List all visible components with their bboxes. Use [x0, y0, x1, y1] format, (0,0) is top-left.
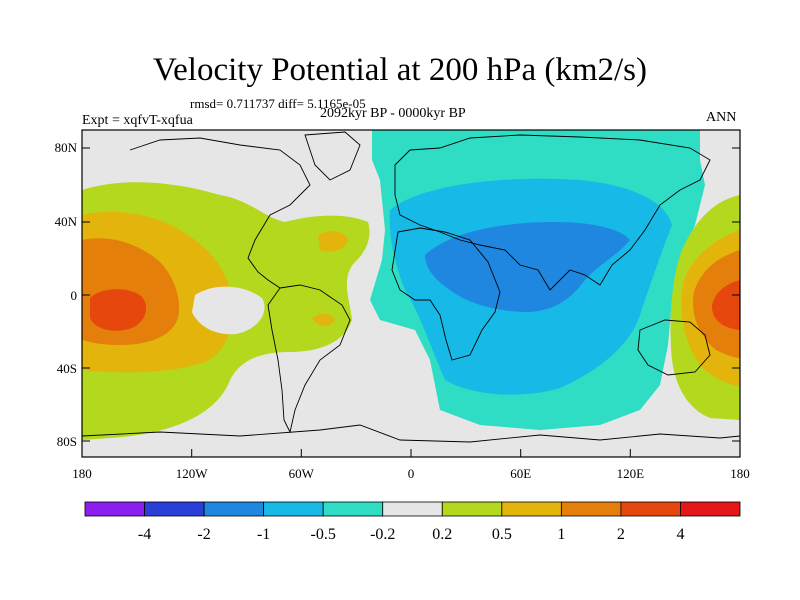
colorbar-swatch	[322, 501, 384, 517]
season-label: ANN	[706, 110, 737, 125]
lat-tick-label: 40S	[57, 361, 77, 376]
colorbar-swatch	[501, 501, 562, 517]
lat-tick-label: 80N	[55, 140, 78, 155]
lon-tick-label: 120E	[617, 466, 645, 481]
colorbar-label: 4	[676, 526, 684, 543]
colorbar-labels: -4 -2 -1 -0.5 -0.2 0.2 0.5 1 2 4	[138, 526, 685, 543]
colorbar-label: 2	[617, 526, 625, 543]
coastlines	[82, 131, 740, 443]
experiment-label: Expt = xqfvT-xqfua	[82, 113, 193, 128]
colorbar	[84, 501, 741, 517]
colorbar-label: 0.2	[432, 526, 452, 543]
colorbar-swatch	[144, 501, 205, 517]
lon-tick-label: 120W	[176, 466, 209, 481]
lat-tick-labels: 80N 40N 0 40S 80S	[55, 140, 78, 449]
colorbar-label: 1	[557, 526, 565, 543]
colorbar-swatch	[680, 501, 741, 517]
colorbar-label: 0.5	[492, 526, 512, 543]
lon-tick-marks	[81, 449, 741, 457]
map-title: Velocity Potential at 200 hPa (km2/s)	[152, 52, 648, 88]
lon-tick-label: 180	[730, 466, 750, 481]
colorbar-swatch	[382, 501, 443, 517]
africa-coast	[391, 227, 501, 361]
lat-tick-label: 0	[71, 288, 78, 303]
colorbar-label: -4	[138, 526, 151, 543]
colorbar-swatch	[203, 501, 265, 517]
positive-small-yellow	[318, 231, 348, 252]
neutral-hole-pacific	[192, 286, 265, 335]
greenland-coast	[304, 131, 361, 181]
stats-subtitle: rmsd= 0.711737 diff= 5.1165e-05	[190, 96, 366, 111]
colorbar-swatch	[84, 501, 145, 517]
colorbar-label: -1	[257, 526, 270, 543]
south-america-coast	[267, 284, 351, 434]
colorbar-label: -0.2	[370, 526, 395, 543]
contour-field	[82, 130, 740, 457]
north-america-coast	[129, 137, 311, 289]
australia-coast	[637, 319, 711, 376]
lon-tick-label: 0	[408, 466, 415, 481]
eurasia-coast	[394, 134, 711, 291]
colorbar-label: -2	[197, 526, 210, 543]
positive-small-yellow2	[312, 314, 335, 326]
colorbar-swatch	[620, 501, 681, 517]
colorbar-swatch	[560, 501, 622, 517]
colorbar-label: -0.5	[311, 526, 336, 543]
positive-region-red	[90, 289, 147, 331]
period-label: 2092kyr BP - 0000kyr BP	[320, 106, 466, 121]
lon-tick-label: 60W	[289, 466, 315, 481]
lon-tick-label: 60E	[510, 466, 531, 481]
colorbar-swatch	[441, 501, 503, 517]
colorbar-swatch	[263, 501, 324, 517]
lat-tick-label: 80S	[57, 434, 77, 449]
lon-tick-label: 180	[72, 466, 92, 481]
lat-tick-label: 40N	[55, 214, 78, 229]
lat-tick-marks	[82, 147, 740, 442]
positive-region-red-east	[712, 280, 740, 330]
antarctica-coast	[82, 424, 740, 443]
lon-tick-labels: 180 120W 60W 0 60E 120E 180	[72, 466, 750, 481]
